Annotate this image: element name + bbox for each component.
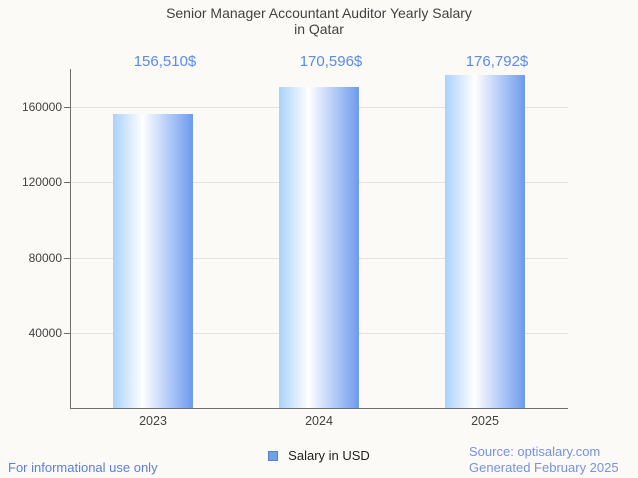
chart-title-line1: Senior Manager Accountant Auditor Yearly… <box>166 5 472 21</box>
legend: Salary in USD <box>0 448 638 463</box>
y-axis-tick <box>64 332 70 334</box>
y-axis-line <box>70 69 71 408</box>
y-axis-tick-label: 120000 <box>21 175 62 190</box>
y-axis-tick-label: 160000 <box>21 100 62 114</box>
x-axis-line <box>70 408 568 409</box>
bar-value-label: 176,792$ <box>465 53 529 70</box>
legend-label: Salary in USD <box>288 448 370 463</box>
bar <box>445 75 525 408</box>
x-axis-label: 2025 <box>471 414 499 428</box>
page-title: Senior Manager Accountant Auditor Yearly… <box>0 5 638 37</box>
bar-value-label: 170,596$ <box>299 53 363 70</box>
bar <box>113 113 193 408</box>
x-axis-label: 2024 <box>305 414 333 428</box>
y-axis-tick <box>64 182 70 184</box>
chart-title-line2: in Qatar <box>294 21 344 37</box>
footer-attribution: Source: optisalary.com Generated Februar… <box>469 444 619 476</box>
x-axis-label: 2023 <box>139 414 167 428</box>
footer-note: For informational use only <box>8 460 158 475</box>
y-axis-tick <box>64 257 70 259</box>
y-axis-tick <box>64 107 70 108</box>
y-axis-tick-label: 40000 <box>28 325 62 340</box>
y-axis-tick-label: 80000 <box>28 250 62 265</box>
footer-source: Source: optisalary.com <box>469 444 601 459</box>
bar <box>279 87 359 408</box>
legend-swatch-icon <box>268 450 279 461</box>
footer-generated: Generated February 2025 <box>469 460 619 475</box>
bar-value-label: 156,510$ <box>133 53 197 70</box>
